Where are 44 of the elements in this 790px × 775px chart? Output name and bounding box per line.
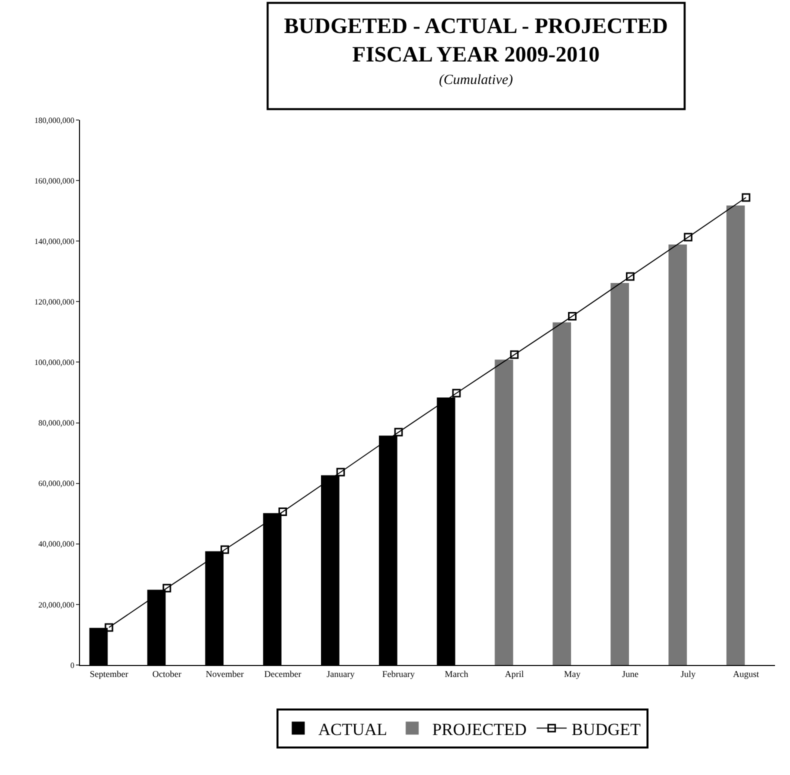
x-tick-label: March <box>444 668 469 679</box>
x-tick-label: April <box>504 668 524 679</box>
x-tick-label: December <box>264 668 302 679</box>
x-tick-label: May <box>564 668 582 679</box>
x-tick-label: October <box>152 668 182 679</box>
point <box>684 232 692 242</box>
y-tick-label: 60,000,000 <box>38 479 74 488</box>
point <box>394 428 403 436</box>
point <box>742 193 750 202</box>
bar <box>668 244 687 665</box>
y-tick-label: 40,000,000 <box>38 540 74 549</box>
y-tick-label: 0 <box>70 660 74 670</box>
x-tick-label: July <box>680 668 696 679</box>
legend-label: ACTUAL <box>318 720 388 739</box>
y-tick-label: 180,000,000 <box>34 116 74 125</box>
bar <box>726 205 745 665</box>
legend-label: BUDGET <box>572 720 642 739</box>
point <box>220 545 230 554</box>
point <box>626 272 634 281</box>
point <box>510 350 519 359</box>
x-tick-label: June <box>622 668 638 679</box>
y-tick-label: 140,000,000 <box>34 236 74 246</box>
point <box>278 508 287 516</box>
y-tick-label: 20,000,000 <box>38 600 74 610</box>
legend-label: PROJECTED <box>432 720 527 739</box>
x-tick-label: November <box>206 668 244 679</box>
point <box>104 623 114 632</box>
point <box>568 312 577 320</box>
bar <box>552 322 572 665</box>
x-tick-label: February <box>382 668 416 679</box>
chart-title: BUDGETED - ACTUAL - PROJECTED FISCAL YEAR 2009-2010 <box>284 13 668 67</box>
point <box>162 584 172 592</box>
point <box>452 388 461 398</box>
y-tick-label: 100,000,000 <box>34 358 74 368</box>
x-tick-label: August <box>733 668 760 679</box>
x-tick-label: September <box>90 668 128 679</box>
bar <box>494 360 514 665</box>
bar <box>610 283 629 665</box>
chart-subtitle: (Cumulative) <box>439 73 514 88</box>
y-tick-label: 160,000,000 <box>34 176 74 186</box>
point <box>336 468 345 476</box>
y-tick-label: 80,000,000 <box>38 418 74 428</box>
y-tick-label: 120,000,000 <box>34 297 74 306</box>
x-tick-label: January <box>326 668 356 679</box>
